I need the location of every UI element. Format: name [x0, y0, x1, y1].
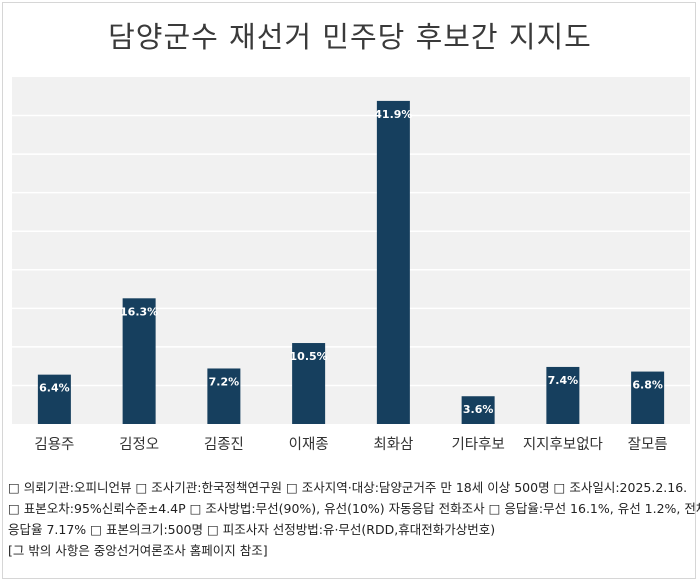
notes-line-2: □ 표본오차:95%신뢰수준±4.4P □ 조사방법:무선(90%), 유선(1… — [8, 501, 700, 516]
survey-notes: □ 의뢰기관:오피니언뷰 □ 조사기관:한국정책연구원 □ 조사지역·대상:담양… — [8, 477, 700, 561]
value-label: 6.4% — [39, 382, 70, 395]
notes-line-3: 응답율 7.17% □ 표본의크기:500명 □ 피조사자 선정방법:유·무선(… — [8, 522, 496, 537]
category-label: 잘모름 — [628, 436, 668, 453]
category-labels: 김용주 김정오 김종진 이재종 최화삼 기타후보 지지후보없다 잘모름 — [34, 436, 667, 453]
category-label: 최화삼 — [373, 436, 413, 453]
plot-area — [12, 77, 690, 424]
value-labels: 6.4% 16.3% 7.2% 10.5% 41.9% 3.6% 7.4% 6.8% — [39, 108, 663, 416]
bars — [37, 100, 665, 424]
value-label: 16.3% — [120, 305, 158, 318]
bar — [37, 374, 71, 424]
category-label: 기타후보 — [451, 436, 504, 453]
bar — [546, 366, 580, 424]
bar-chart: 6.4%16.3%7.2%10.5%41.9%3.6%7.4% 6.8% 김용주 김… — [12, 77, 690, 453]
chart-title: 담양군수 재선거 민주당 후보간 지지도 — [108, 20, 592, 54]
value-label: 7.4% — [548, 374, 579, 387]
category-label: 이재종 — [289, 436, 329, 453]
bar — [207, 368, 241, 424]
value-label: 6.8% — [632, 379, 663, 392]
category-label: 김용주 — [34, 436, 74, 453]
category-label: 지지후보없다 — [523, 436, 603, 453]
bar — [376, 100, 410, 424]
bar — [461, 396, 495, 424]
bar — [631, 371, 665, 424]
notes-line-1: □ 의뢰기관:오피니언뷰 □ 조사기관:한국정책연구원 □ 조사지역·대상:담양… — [8, 480, 688, 495]
category-label: 김종진 — [204, 436, 244, 453]
value-label: 7.2% — [209, 375, 240, 388]
bar — [292, 343, 326, 424]
value-label: 10.5% — [290, 350, 328, 363]
bar — [122, 298, 156, 424]
value-label: 3.6% — [463, 403, 494, 416]
category-label: 김정오 — [119, 436, 159, 453]
notes-line-4: [그 밖의 사항은 중앙선거여론조사 홈페이지 참조] — [8, 543, 268, 558]
value-label: 41.9% — [374, 108, 412, 121]
